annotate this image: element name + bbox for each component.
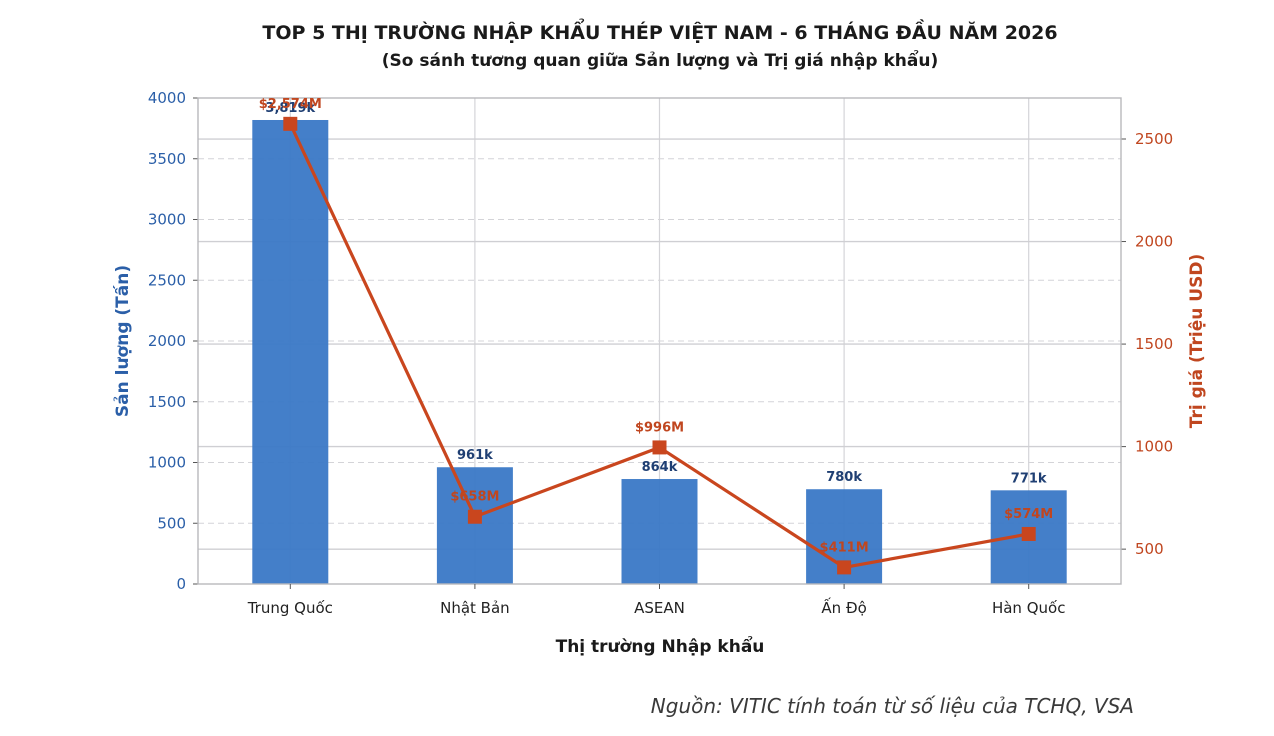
y-tick-left-label: 3000 [148,211,186,229]
source-note: Nguồn: VITIC tính toán từ số liệu của TC… [651,694,1134,718]
data-labels: 3,819k 961k 864k 780k 771k $2,574M $658M $996M $… [259,97,1054,556]
y-axis-left-label: Sản lượng (Tấn) [112,265,133,417]
bar-value-label: 771k [1011,471,1047,486]
line-series [283,116,1036,575]
x-tick-label: Ấn Độ [821,596,866,617]
y-tick-left-label: 3500 [148,150,186,168]
line-value-label: $658M [450,490,499,505]
y-tick-left-label: 1000 [148,454,186,472]
line-point [652,440,667,455]
line-value-label: $996M [635,420,684,435]
x-axis-label: Thị trường Nhập khẩu [556,635,765,657]
chart-subtitle: (So sánh tương quan giữa Sản lượng và Tr… [382,49,938,71]
y-tick-left-label: 1500 [148,393,186,411]
y-tick-left-label: 2500 [148,271,186,289]
line-point [467,509,482,524]
bar-value-label: 780k [826,470,862,485]
line-point [283,116,298,131]
line-value-label: $574M [1004,507,1053,522]
y-tick-right-label: 500 [1135,540,1164,558]
y-tick-right-label: 1000 [1135,438,1173,456]
bar [436,467,513,584]
y-tick-left-label: 2000 [148,332,186,350]
bar [621,479,698,584]
line-point [837,560,852,575]
bar [252,119,329,584]
x-tick-label: Hàn Quốc [992,599,1065,617]
bar-value-label: 3,819k [265,101,315,116]
bar-value-label: 961k [457,448,493,463]
y-tick-left-label: 0 [176,575,186,593]
y-tick-right-label: 2500 [1135,130,1173,148]
line-value-label: $2,574M [259,97,322,112]
line-value-label: $411M [820,540,869,555]
y-axis-right-label: Trị giá (Triệu USD) [1187,254,1207,428]
chart-title: TOP 5 THỊ TRƯỜNG NHẬP KHẨU THÉP VIỆT NAM… [262,18,1057,44]
line-point [1021,526,1036,541]
y-tick-right-label: 1500 [1135,335,1173,353]
axes: 0 500 1000 1500 2000 2500 3000 3500 4000 500 1000 1… [148,89,1173,617]
y-tick-left-label: 4000 [148,89,186,107]
x-tick-label: Nhật Bản [440,599,510,617]
x-tick-label: Trung Quốc [247,599,333,617]
bar-series [252,119,1067,584]
bar-value-label: 864k [642,460,678,475]
y-tick-left-label: 500 [157,514,186,532]
y-tick-right-label: 2000 [1135,233,1173,251]
x-tick-label: ASEAN [634,599,685,617]
